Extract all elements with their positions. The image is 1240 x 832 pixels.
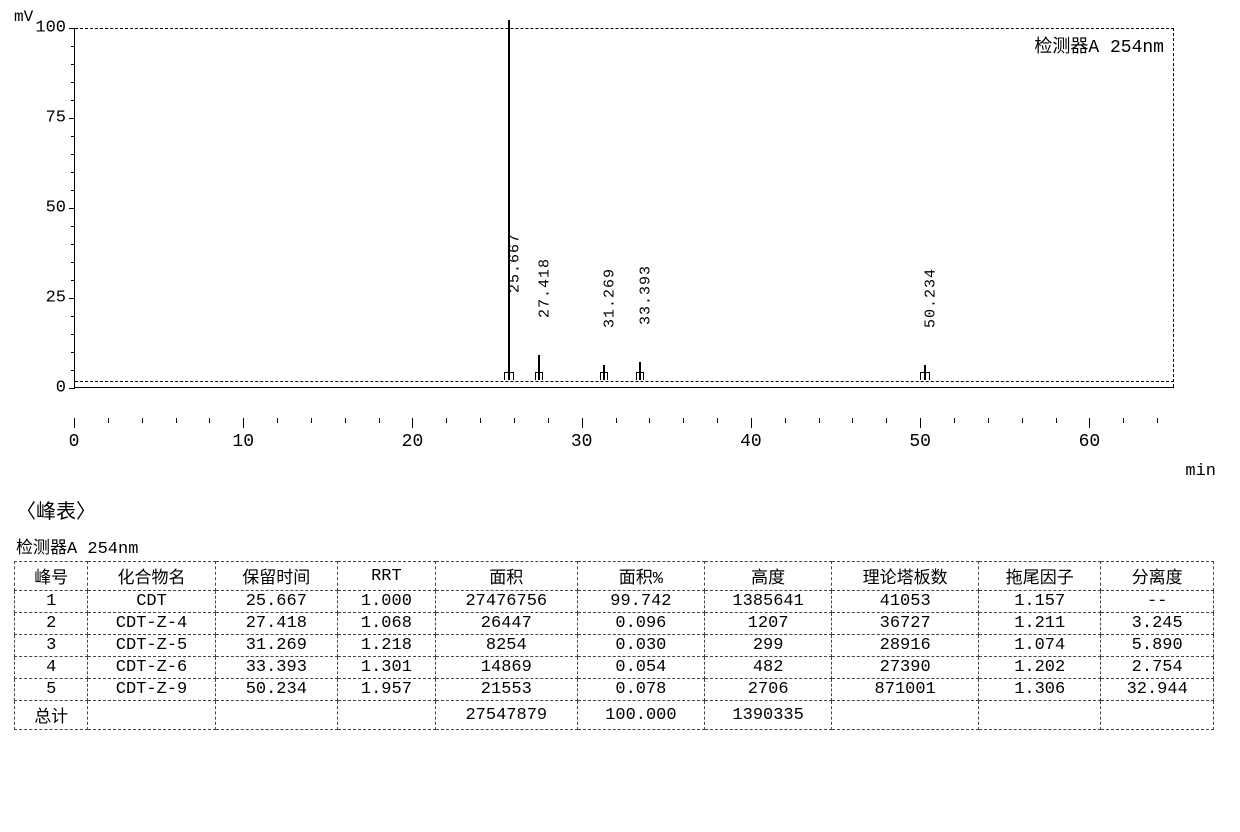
y-axis: 0255075100 <box>14 28 74 418</box>
table-header: 保留时间 <box>215 562 337 591</box>
plot-area: 检测器A 254nm 25.667 27.418 31.269 33.393 50.23… <box>74 28 1174 388</box>
peak-table-detector: 检测器A 254nm <box>16 533 1226 559</box>
table-header: 化合物名 <box>88 562 215 591</box>
peak-label: 27.418 <box>536 258 553 318</box>
x-tick-label: 10 <box>232 432 254 452</box>
table-total-row: 总计27547879100.0001390335 <box>15 701 1214 730</box>
x-tick-label: 0 <box>69 432 80 452</box>
peak-table-title: 〈峰表〉 <box>16 495 1226 525</box>
x-axis: 0102030405060 <box>74 418 1174 468</box>
y-axis-unit: mV <box>14 8 1226 26</box>
x-tick-label: 30 <box>571 432 593 452</box>
y-tick-label: 75 <box>16 109 66 128</box>
table-row: 2CDT-Z-427.4181.068264470.0961207367271.… <box>15 613 1214 635</box>
peak-label: 25.667 <box>507 233 524 293</box>
y-tick-label: 100 <box>16 19 66 38</box>
peak <box>508 20 510 380</box>
x-tick-label: 40 <box>740 432 762 452</box>
peak-label: 31.269 <box>602 268 619 328</box>
table-row: 3CDT-Z-531.2691.21882540.030299289161.07… <box>15 635 1214 657</box>
table-header: 高度 <box>705 562 832 591</box>
y-tick-label: 25 <box>16 289 66 308</box>
table-row: 4CDT-Z-633.3931.301148690.054482273901.2… <box>15 657 1214 679</box>
peak-table: 峰号化合物名保留时间RRT面积面积%高度理论塔板数拖尾因子分离度1CDT25.6… <box>14 561 1214 730</box>
table-header: 面积 <box>435 562 577 591</box>
plot-top-border <box>75 28 1174 29</box>
baseline <box>75 381 1174 382</box>
x-tick-label: 20 <box>402 432 424 452</box>
table-header: 峰号 <box>15 562 88 591</box>
table-row: 5CDT-Z-950.2341.957215530.07827068710011… <box>15 679 1214 701</box>
detector-label: 检测器A 254nm <box>1034 32 1164 58</box>
table-header: 理论塔板数 <box>832 562 979 591</box>
peak-label: 50.234 <box>923 268 940 328</box>
y-tick-label: 50 <box>16 199 66 218</box>
x-tick-label: 50 <box>909 432 931 452</box>
y-tick-label: 0 <box>16 379 66 398</box>
table-header: RRT <box>337 562 435 591</box>
table-header: 拖尾因子 <box>979 562 1101 591</box>
plot-right-border <box>1173 28 1174 387</box>
peak-label: 33.393 <box>638 265 655 325</box>
chromatogram-chart: 0255075100 检测器A 254nm 25.66727.41831.269… <box>14 28 1226 418</box>
table-row: 1CDT25.6671.0002747675699.74213856414105… <box>15 591 1214 613</box>
table-header: 面积% <box>577 562 704 591</box>
x-tick-label: 60 <box>1079 432 1101 452</box>
table-header: 分离度 <box>1101 562 1214 591</box>
